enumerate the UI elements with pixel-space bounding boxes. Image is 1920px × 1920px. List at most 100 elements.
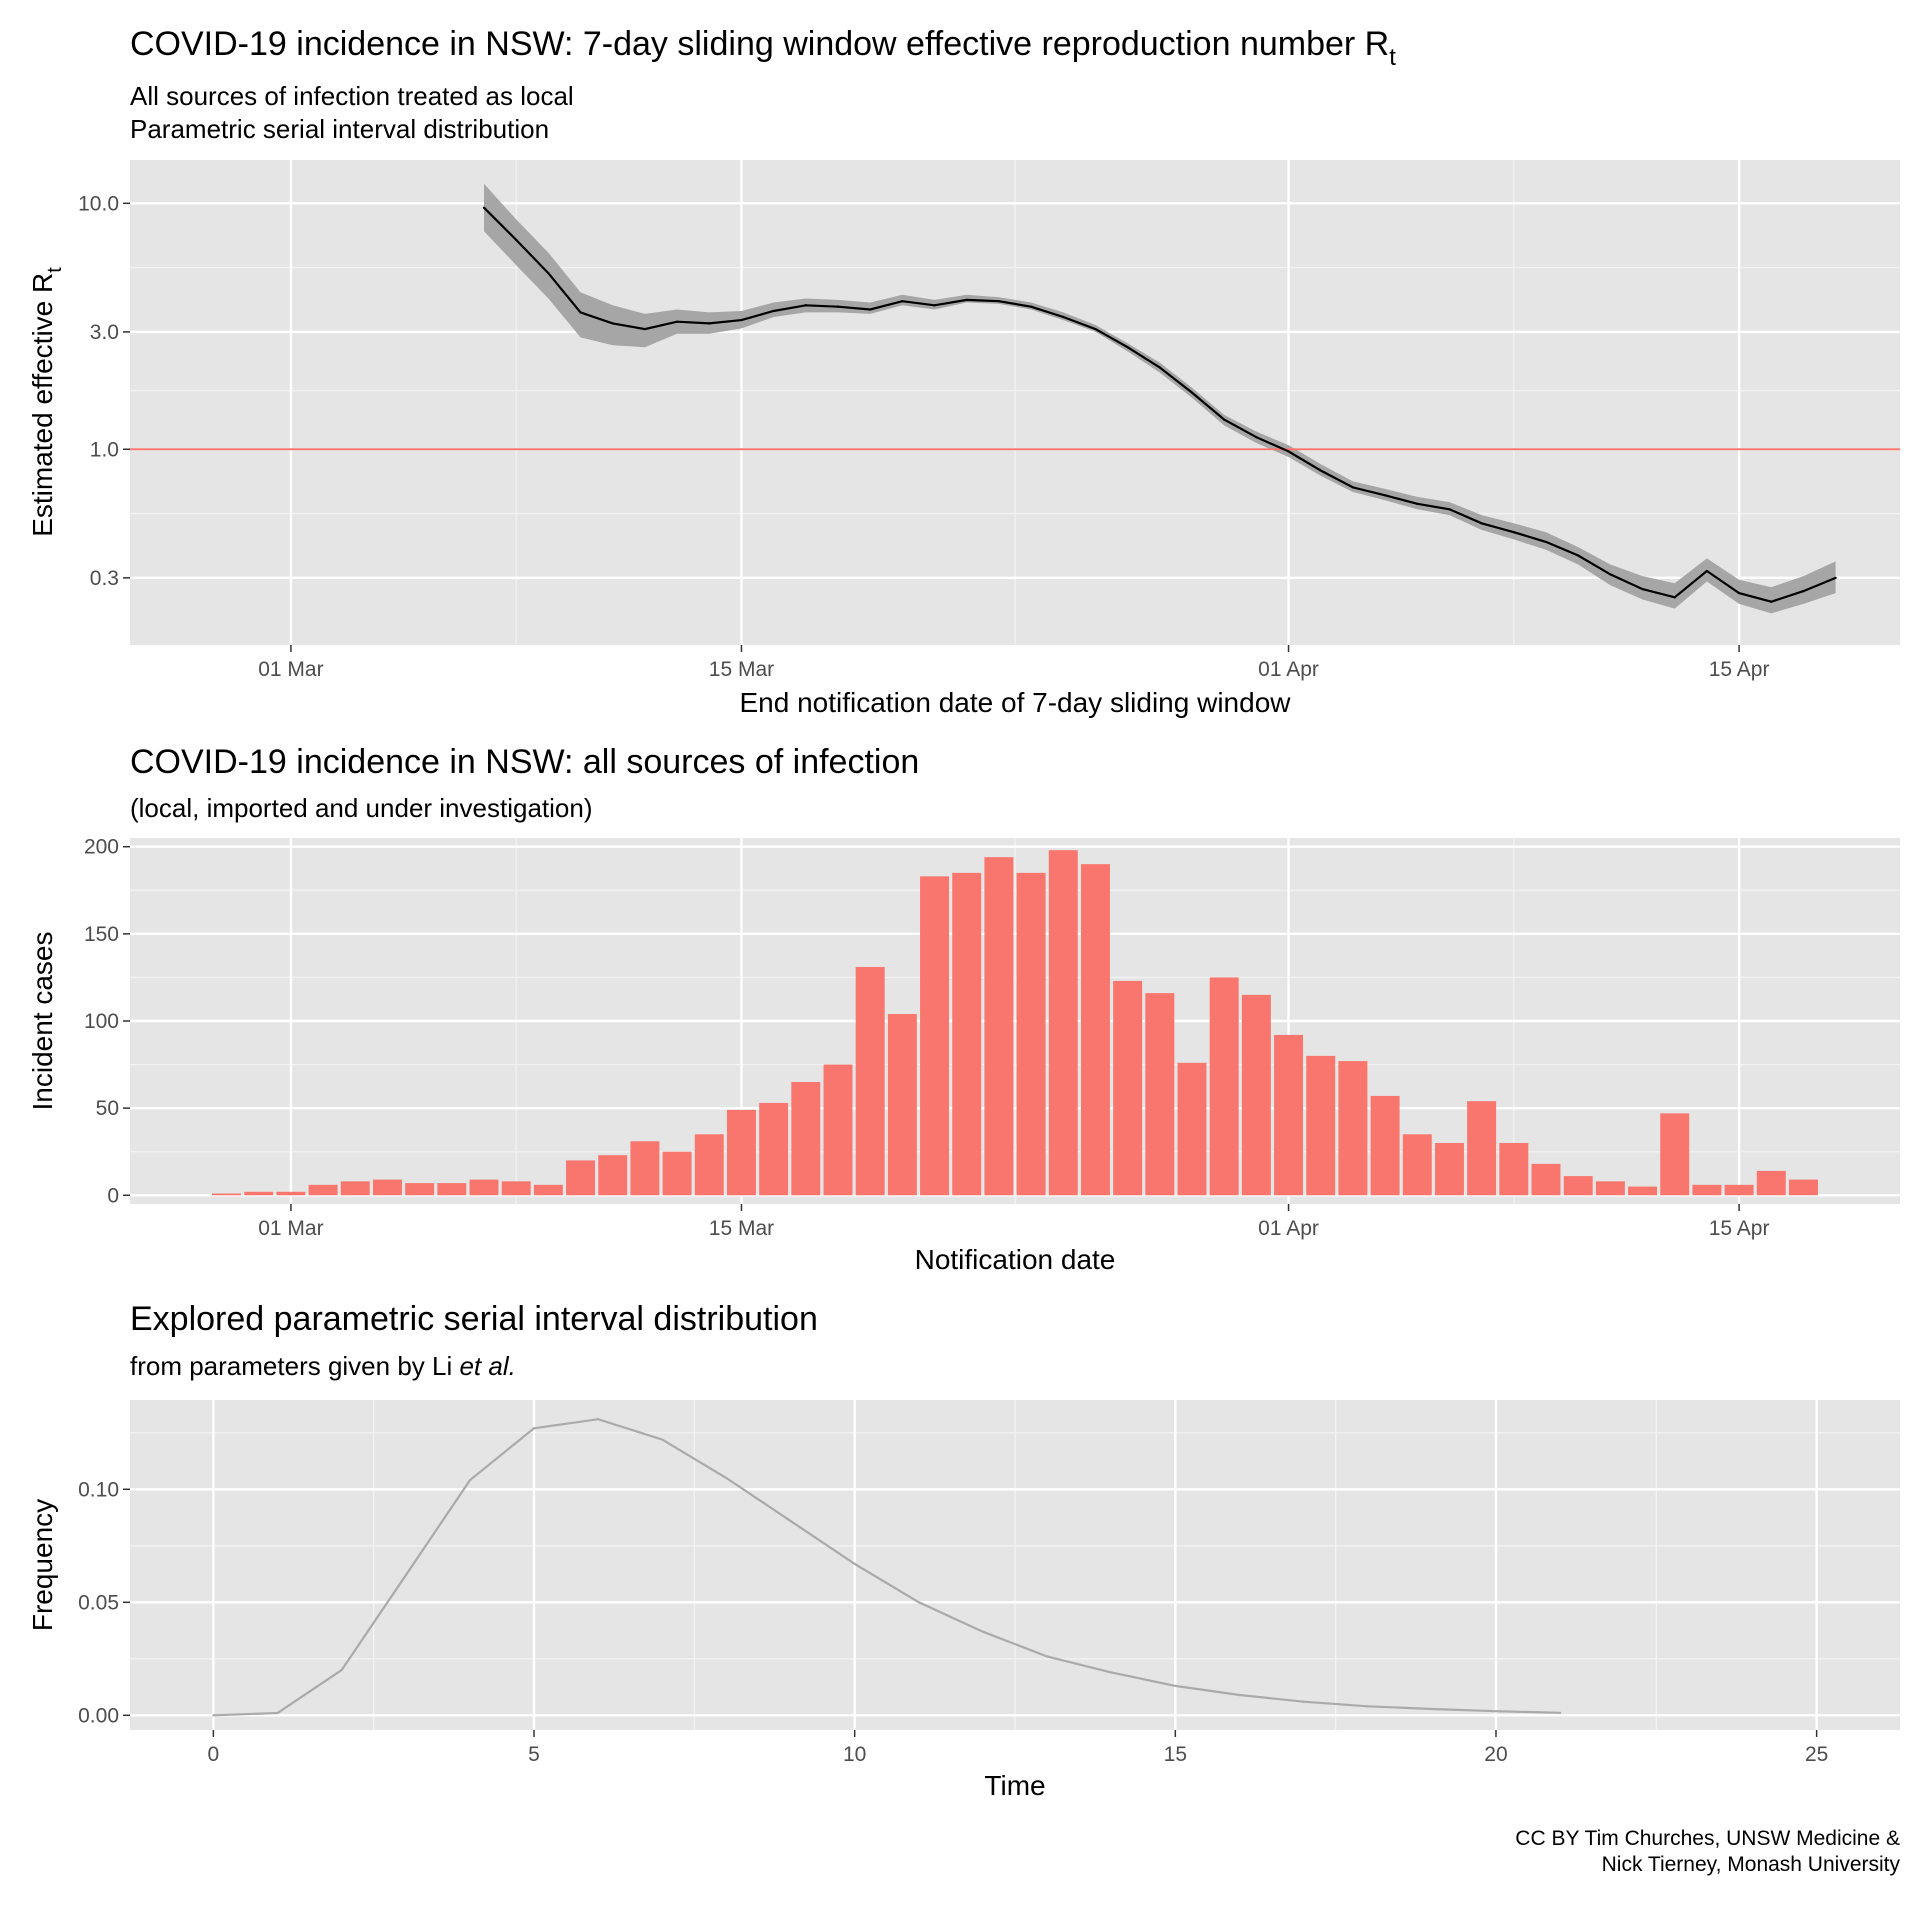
rt-point bbox=[1255, 436, 1258, 439]
rt-point bbox=[482, 206, 486, 209]
serial-interval-y-axis-ticks: 0.00 0.05 0.10 bbox=[78, 1478, 130, 1727]
rt-point bbox=[965, 298, 968, 301]
serial-interval-point bbox=[1366, 1705, 1369, 1708]
incidence-bar bbox=[1467, 1101, 1497, 1196]
serial-interval-point bbox=[661, 1438, 664, 1441]
serial-interval-subtitle-italic: et al. bbox=[459, 1351, 515, 1381]
incidence-bar bbox=[759, 1102, 789, 1196]
incidence-bar bbox=[501, 1181, 531, 1196]
rt-confidence-ribbon bbox=[484, 183, 1836, 614]
incidence-bar bbox=[566, 1160, 596, 1196]
rt-x-tick-label: 01 Mar bbox=[258, 658, 323, 681]
serial-interval-point bbox=[1045, 1655, 1049, 1658]
rt-point bbox=[1673, 596, 1676, 599]
incidence-bar bbox=[1306, 1055, 1336, 1196]
serial-interval-y-tick-label: 0.10 bbox=[78, 1478, 119, 1501]
serial-interval-line bbox=[213, 1418, 1561, 1717]
incidence-y-axis-ticks: 0 50 100 150 200 bbox=[84, 836, 130, 1207]
incidence-bars bbox=[212, 850, 1818, 1196]
incidence-bar bbox=[1338, 1061, 1368, 1196]
serial-interval-point bbox=[1302, 1700, 1305, 1703]
serial-interval-point bbox=[276, 1711, 279, 1715]
serial-interval-point bbox=[212, 1714, 215, 1717]
incidence-bar bbox=[823, 1064, 853, 1196]
incidence-bar bbox=[1177, 1062, 1207, 1196]
rt-point bbox=[1126, 346, 1129, 349]
serial-interval-point bbox=[340, 1669, 343, 1672]
serial-interval-y-axis-label: Frequency bbox=[27, 1499, 58, 1631]
rt-point bbox=[869, 308, 872, 311]
rt-point bbox=[901, 300, 904, 303]
incidence-bar bbox=[1370, 1095, 1400, 1196]
rt-y-axis-label: Estimated effective Rt bbox=[27, 267, 66, 537]
rt-point bbox=[1383, 494, 1387, 497]
rt-point bbox=[611, 322, 614, 325]
incidence-bar bbox=[1113, 980, 1143, 1196]
serial-interval-chart-subtitle: from parameters given by Li et al. bbox=[130, 1351, 516, 1381]
incidence-bar bbox=[405, 1183, 435, 1196]
incidence-y-tick-label: 50 bbox=[96, 1097, 119, 1120]
incidence-bar bbox=[1402, 1134, 1432, 1196]
incidence-x-axis-ticks: 01 Mar 15 Mar 01 Apr 15 Apr bbox=[258, 1204, 1769, 1240]
rt-point bbox=[1158, 366, 1161, 369]
serial-interval-point bbox=[981, 1630, 985, 1633]
rt-y-tick-label: 3.0 bbox=[90, 321, 119, 344]
serial-interval-x-tick-label: 5 bbox=[528, 1743, 540, 1766]
rt-y-axis-ticks: 0.3 1.0 3.0 10.0 bbox=[78, 192, 130, 590]
serial-interval-x-tick-label: 10 bbox=[843, 1743, 866, 1766]
serial-interval-x-tick-label: 0 bbox=[208, 1743, 220, 1766]
rt-point bbox=[1448, 508, 1451, 511]
rt-x-axis-label: End notification date of 7-day sliding w… bbox=[739, 687, 1291, 718]
rt-point bbox=[643, 327, 647, 331]
serial-interval-x-tick-label: 20 bbox=[1484, 1743, 1507, 1766]
incidence-x-tick-label: 01 Apr bbox=[1258, 1217, 1319, 1240]
incidence-bar bbox=[920, 876, 950, 1196]
serial-interval-x-tick-label: 25 bbox=[1805, 1743, 1828, 1766]
rt-point bbox=[1223, 418, 1226, 421]
rt-chart-subtitle-line2: Parametric serial interval distribution bbox=[130, 114, 549, 144]
rt-point bbox=[1544, 540, 1548, 544]
rt-point bbox=[772, 309, 775, 313]
incidence-bar bbox=[791, 1082, 821, 1196]
incidence-y-tick-label: 100 bbox=[84, 1010, 119, 1033]
serial-interval-point bbox=[597, 1418, 600, 1421]
incidence-x-tick-label: 15 Mar bbox=[709, 1217, 774, 1240]
incidence-bar bbox=[372, 1179, 402, 1196]
serial-interval-point bbox=[725, 1476, 728, 1480]
rt-point bbox=[1512, 531, 1515, 534]
incidence-bar bbox=[598, 1155, 628, 1196]
incidence-x-axis-label: Notification date bbox=[915, 1244, 1116, 1275]
rt-point bbox=[515, 238, 518, 241]
serial-interval-x-tick-label: 15 bbox=[1164, 1743, 1187, 1766]
serial-interval-y-tick-label: 0.05 bbox=[78, 1591, 119, 1614]
rt-point bbox=[1705, 569, 1709, 573]
rt-point bbox=[708, 322, 711, 325]
incidence-bar bbox=[1499, 1143, 1529, 1196]
incidence-chart-subtitle: (local, imported and under investigation… bbox=[130, 793, 592, 823]
rt-point bbox=[1062, 315, 1065, 319]
incidence-bar bbox=[1788, 1179, 1818, 1196]
rt-point bbox=[1029, 305, 1033, 308]
incidence-bar bbox=[952, 872, 982, 1196]
serial-interval-point bbox=[1238, 1693, 1241, 1697]
rt-point bbox=[547, 272, 550, 275]
serial-interval-panel: Explored parametric serial interval dist… bbox=[27, 1300, 1900, 1801]
rt-point bbox=[836, 305, 840, 308]
incidence-bar bbox=[533, 1184, 563, 1196]
incidence-y-tick-label: 200 bbox=[84, 836, 119, 859]
incidence-bar bbox=[1080, 864, 1110, 1196]
incidence-bar bbox=[1724, 1184, 1754, 1196]
serial-interval-point bbox=[917, 1601, 920, 1604]
incidence-bar bbox=[984, 857, 1014, 1196]
rt-y-tick-label: 10.0 bbox=[78, 192, 119, 215]
incidence-bar bbox=[694, 1134, 724, 1196]
incidence-y-axis-label: Incident cases bbox=[27, 932, 58, 1111]
incidence-bar bbox=[1274, 1034, 1304, 1196]
rt-point bbox=[1287, 450, 1290, 453]
serial-interval-x-axis-ticks: 0 5 10 15 20 25 bbox=[208, 1730, 1828, 1766]
serial-interval-point bbox=[404, 1574, 407, 1577]
serial-interval-point bbox=[468, 1479, 471, 1482]
rt-mean-points bbox=[482, 206, 1837, 603]
rt-x-tick-label: 15 Mar bbox=[709, 658, 774, 681]
incidence-bar bbox=[1531, 1163, 1561, 1196]
